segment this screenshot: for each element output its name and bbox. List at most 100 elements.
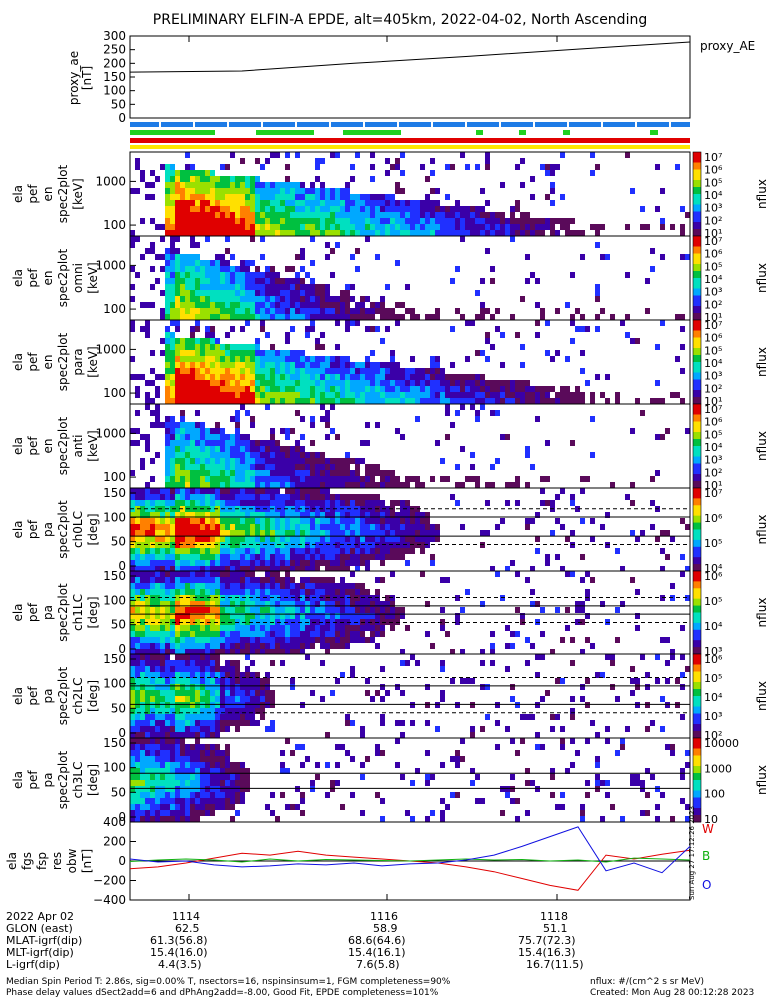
spectrogram-cell: [550, 218, 555, 224]
spectrogram-cell: [245, 386, 250, 392]
spectrogram-cell: [215, 362, 220, 368]
spectrogram-cell: [260, 566, 265, 571]
spectrogram-cell: [445, 374, 450, 380]
spectrogram-cell: [365, 494, 370, 500]
spectrogram-cell: [255, 398, 260, 404]
spectrogram-cell: [275, 518, 280, 524]
spectrogram-cell: [660, 637, 665, 643]
spectrogram-cell: [295, 607, 300, 613]
spectrogram-cell: [230, 314, 235, 320]
spectrogram-cell: [270, 548, 275, 554]
spectrogram-cell: [240, 672, 245, 678]
spectrogram-cell: [425, 392, 430, 398]
spectrogram-cell: [270, 566, 275, 571]
spectrogram-cell: [285, 284, 290, 290]
spectrogram-cell: [180, 212, 185, 218]
spectrogram-cell: [275, 314, 280, 320]
spectrogram-cell: [375, 308, 380, 314]
spectrogram-cell: [165, 260, 170, 266]
spectrogram-cell: [195, 482, 200, 488]
spectrogram-cell: [155, 678, 160, 684]
spectrogram-cell: [170, 810, 175, 816]
spectrogram-cell: [190, 589, 195, 595]
spectrogram-cell: [315, 554, 320, 560]
spectrogram-cell: [415, 392, 420, 398]
spectrogram-cell: [475, 482, 480, 488]
spectrogram-cell: [315, 601, 320, 607]
spectrogram-cell: [205, 332, 210, 338]
spectrogram-cell: [320, 284, 325, 290]
spectrogram-cell: [220, 272, 225, 278]
colorbar-tick-label: 10³: [704, 710, 722, 723]
spectrogram-cell: [410, 702, 415, 708]
spectrogram-cell: [330, 530, 335, 536]
spectrogram-cell: [365, 296, 370, 302]
spectrogram-cell: [255, 200, 260, 206]
spectrogram-cell: [130, 714, 135, 720]
spectrogram-cell: [220, 625, 225, 631]
spectrogram-cell: [470, 452, 475, 458]
spectrogram-cell: [495, 410, 500, 416]
spectrogram-cell: [190, 308, 195, 314]
spectrogram-cell: [165, 589, 170, 595]
spectrogram-cell: [140, 798, 145, 804]
colorbar-label-text: nflux: [755, 347, 769, 377]
spectrogram-cell: [400, 524, 405, 530]
spectrogram-cell: [355, 554, 360, 560]
colorbar-step: [693, 372, 701, 377]
spectrogram-cell: [215, 194, 220, 200]
spectrogram-cell: [175, 176, 180, 182]
spectrogram-cell: [305, 512, 310, 518]
spectrogram-cell: [130, 631, 135, 637]
spectrogram-cell: [310, 182, 315, 188]
spectrogram-cell: [385, 230, 390, 236]
spectrogram-cell: [310, 530, 315, 536]
spectrogram-cell: [300, 476, 305, 482]
spectrogram-cell: [485, 200, 490, 206]
spectrogram-cell: [480, 380, 485, 386]
spectrogram-cell: [510, 631, 515, 637]
spectrogram-cell: [245, 452, 250, 458]
spectrogram-cell: [205, 536, 210, 542]
spectrogram-cell: [175, 218, 180, 224]
spectrogram-cell: [395, 518, 400, 524]
spectrogram-cell: [215, 398, 220, 404]
spectrogram-cell: [185, 344, 190, 350]
spectrogram-cell: [345, 182, 350, 188]
spectrogram-cell: [150, 613, 155, 619]
spectrogram-cell: [250, 690, 255, 696]
spectrogram-cell: [310, 440, 315, 446]
spectrogram-cell: [230, 284, 235, 290]
spectrogram-cell: [175, 601, 180, 607]
spectrogram-cell: [265, 296, 270, 302]
spectrogram-cell: [210, 589, 215, 595]
spectrogram-cell: [205, 350, 210, 356]
spectrogram-cell: [270, 500, 275, 506]
spectrogram-cell: [265, 548, 270, 554]
spectrogram-cell: [245, 200, 250, 206]
spectrogram-cell: [165, 380, 170, 386]
spectrogram-cell: [190, 583, 195, 589]
spectrogram-cell: [180, 625, 185, 631]
spectrogram-cell: [320, 625, 325, 631]
spectrogram-cell: [145, 536, 150, 542]
figure-title: PRELIMINARY ELFIN-A EPDE, alt=405km, 202…: [153, 12, 647, 28]
spectrogram-cell: [520, 158, 525, 164]
spectrogram-cell: [160, 266, 165, 272]
spectrogram-cell: [535, 654, 540, 660]
spectrogram-cell: [620, 601, 625, 607]
spectrogram-cell: [245, 571, 250, 577]
spectrogram-cell: [205, 176, 210, 182]
spectrogram-cell: [520, 613, 525, 619]
spectrogram-cell: [365, 566, 370, 571]
colorbar-step: [693, 682, 701, 686]
spectrogram-cell: [330, 542, 335, 548]
spectrogram-cell: [205, 548, 210, 554]
spectrogram-cell: [220, 583, 225, 589]
spectrogram-cell: [170, 206, 175, 212]
spectrogram-cell: [570, 500, 575, 506]
colorbar-step: [693, 543, 701, 548]
spectrogram-cell: [235, 434, 240, 440]
status-bar-green-segment: [476, 130, 483, 135]
spectrogram-cell: [205, 643, 210, 649]
